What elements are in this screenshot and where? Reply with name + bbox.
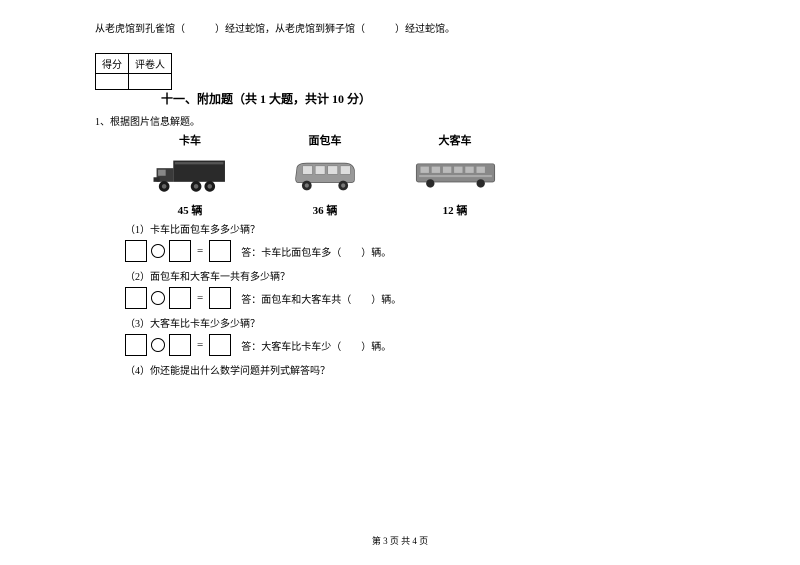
- blank-box: [125, 240, 147, 262]
- sentence-gap2: [365, 24, 395, 35]
- blank-box: [169, 240, 191, 262]
- equals-sign: =: [197, 339, 203, 351]
- sentence-gap1: [185, 24, 215, 35]
- vehicle-counts-row: 45 辆 36 辆 12 辆: [125, 199, 705, 218]
- vehicle-images-row: [125, 154, 705, 196]
- vehicle-labels-row: 卡车 面包车 大客车: [125, 132, 705, 151]
- truck-icon: [125, 154, 255, 196]
- sentence-part3: ）经过蛇馆。: [395, 24, 455, 35]
- section-title: 十一、附加题（共 1 大题，共计 10 分）: [161, 90, 705, 107]
- sub-question-3: （3）大客车比卡车少多少辆？: [125, 315, 705, 330]
- answer-text-2: 答：面包车和大客车共（ ）辆。: [241, 291, 401, 306]
- score-cell-label: 得分: [96, 54, 129, 74]
- fill-in-sentence: 从老虎馆到孔雀馆（ ）经过蛇馆，从老虎馆到狮子馆（ ）经过蛇馆。: [95, 20, 705, 35]
- truck-count: 45 辆: [125, 202, 255, 218]
- bus-icon: [395, 154, 515, 196]
- bus-count: 12 辆: [395, 202, 515, 218]
- van-label: 面包车: [255, 132, 395, 148]
- van-count: 36 辆: [255, 202, 395, 218]
- blank-box: [169, 287, 191, 309]
- blank-box: [209, 240, 231, 262]
- equation-row-3: = 答：大客车比卡车少（ ）辆。: [125, 334, 705, 356]
- sub-question-2: （2）面包车和大客车一共有多少辆？: [125, 268, 705, 283]
- equation-row-1: = 答：卡车比面包车多（ ）辆。: [125, 240, 705, 262]
- equals-sign: =: [197, 245, 203, 257]
- sentence-part2: ）经过蛇馆，从老虎馆到狮子馆（: [215, 24, 365, 35]
- equals-sign: =: [197, 292, 203, 304]
- page-footer: 第 3 页 共 4 页: [0, 534, 800, 547]
- question-intro: 1、根据图片信息解题。: [95, 113, 705, 128]
- blank-box: [125, 334, 147, 356]
- truck-label: 卡车: [125, 132, 255, 148]
- grader-cell-value: [129, 74, 172, 90]
- score-table: 得分 评卷人: [95, 53, 172, 90]
- blank-box: [209, 287, 231, 309]
- operator-circle: [151, 291, 165, 305]
- sub-question-4: （4）你还能提出什么数学问题并列式解答吗？: [125, 362, 705, 377]
- answer-text-1: 答：卡车比面包车多（ ）辆。: [241, 244, 391, 259]
- grader-cell-label: 评卷人: [129, 54, 172, 74]
- van-icon: [255, 154, 395, 196]
- operator-circle: [151, 244, 165, 258]
- bus-label: 大客车: [395, 132, 515, 148]
- blank-box: [209, 334, 231, 356]
- blank-box: [169, 334, 191, 356]
- sub-question-1: （1）卡车比面包车多多少辆？: [125, 221, 705, 236]
- answer-text-3: 答：大客车比卡车少（ ）辆。: [241, 338, 391, 353]
- sentence-part1: 从老虎馆到孔雀馆（: [95, 24, 185, 35]
- blank-box: [125, 287, 147, 309]
- operator-circle: [151, 338, 165, 352]
- equation-row-2: = 答：面包车和大客车共（ ）辆。: [125, 287, 705, 309]
- score-cell-value: [96, 74, 129, 90]
